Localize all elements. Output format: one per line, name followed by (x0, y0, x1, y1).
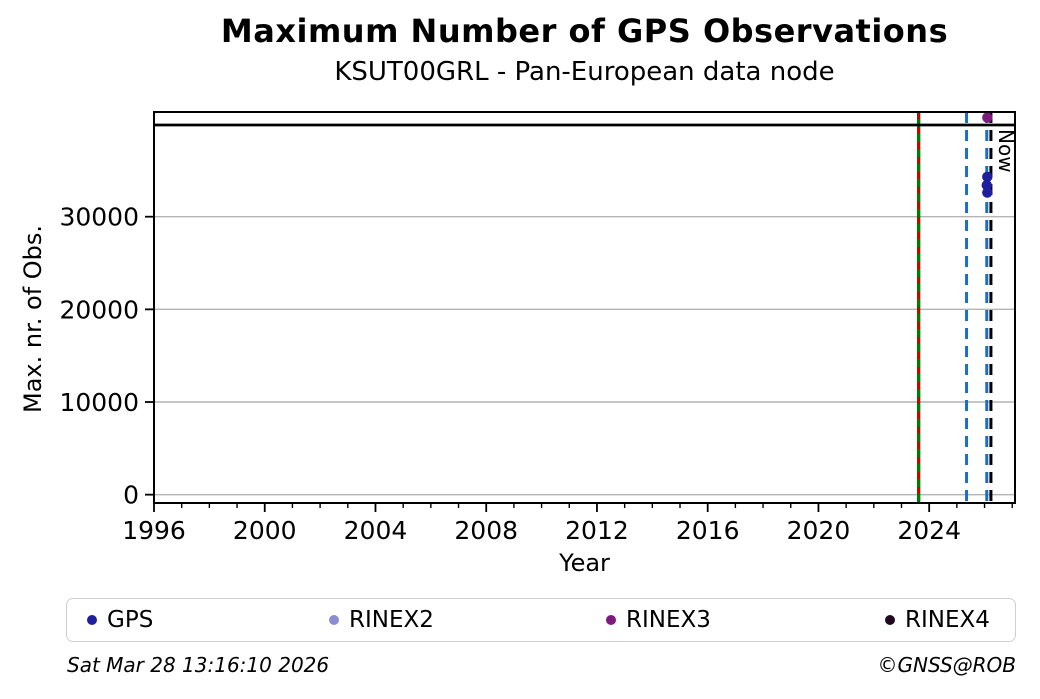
rinex3-point (982, 112, 993, 123)
legend-item-rinex3: RINEX3 (606, 599, 711, 641)
rinex3-marker-icon (606, 615, 616, 625)
y-tick-label: 30000 (59, 203, 139, 232)
y-axis-label: Max. nr. of Obs. (19, 224, 47, 413)
rinex4-marker-icon (885, 615, 895, 625)
plot-area: 1996 2000 2004 2008 2012 2016 2020 2024 0 10000 20… (59, 111, 1016, 545)
chart-subtitle: KSUT00GRL - Pan-European data node (334, 57, 835, 87)
y-tick-label: 10000 (59, 388, 139, 417)
x-tick-label: 1996 (122, 516, 186, 545)
gps-point (982, 171, 993, 183)
now-annotation: Now (994, 129, 1018, 173)
x-tick-label: 2004 (344, 516, 408, 545)
x-tick-label: 2012 (565, 516, 629, 545)
y-tick-label: 20000 (59, 295, 139, 324)
timestamp: Sat Mar 28 13:16:10 2026 (67, 653, 330, 677)
x-tick-label: 2024 (897, 516, 961, 545)
rinex2-marker-icon (329, 615, 339, 625)
gps-point (982, 187, 993, 198)
gps-point (981, 179, 992, 191)
x-tick-label: 2020 (787, 516, 851, 545)
legend-label: RINEX3 (626, 607, 711, 633)
credit: ©GNSS@ROB (877, 653, 1017, 677)
legend-item-rinex2: RINEX2 (329, 599, 434, 641)
legend-label: GPS (107, 607, 154, 633)
legend: GPS RINEX2 RINEX3 RINEX4 (66, 598, 1016, 642)
gps-marker-icon (87, 615, 97, 625)
plot-frame (153, 111, 1016, 504)
legend-item-rinex4: RINEX4 (885, 599, 990, 641)
y-tick-label: 0 (123, 481, 139, 510)
legend-item-gps: GPS (87, 599, 153, 641)
x-tick-label: 2000 (233, 516, 297, 545)
x-tick-label: 2016 (676, 516, 740, 545)
chart-title: Maximum Number of GPS Observations (220, 12, 949, 50)
legend-label: RINEX4 (905, 607, 990, 633)
x-axis-label: Year (559, 549, 610, 577)
legend-label: RINEX2 (349, 607, 434, 633)
x-tick-label: 2008 (454, 516, 518, 545)
